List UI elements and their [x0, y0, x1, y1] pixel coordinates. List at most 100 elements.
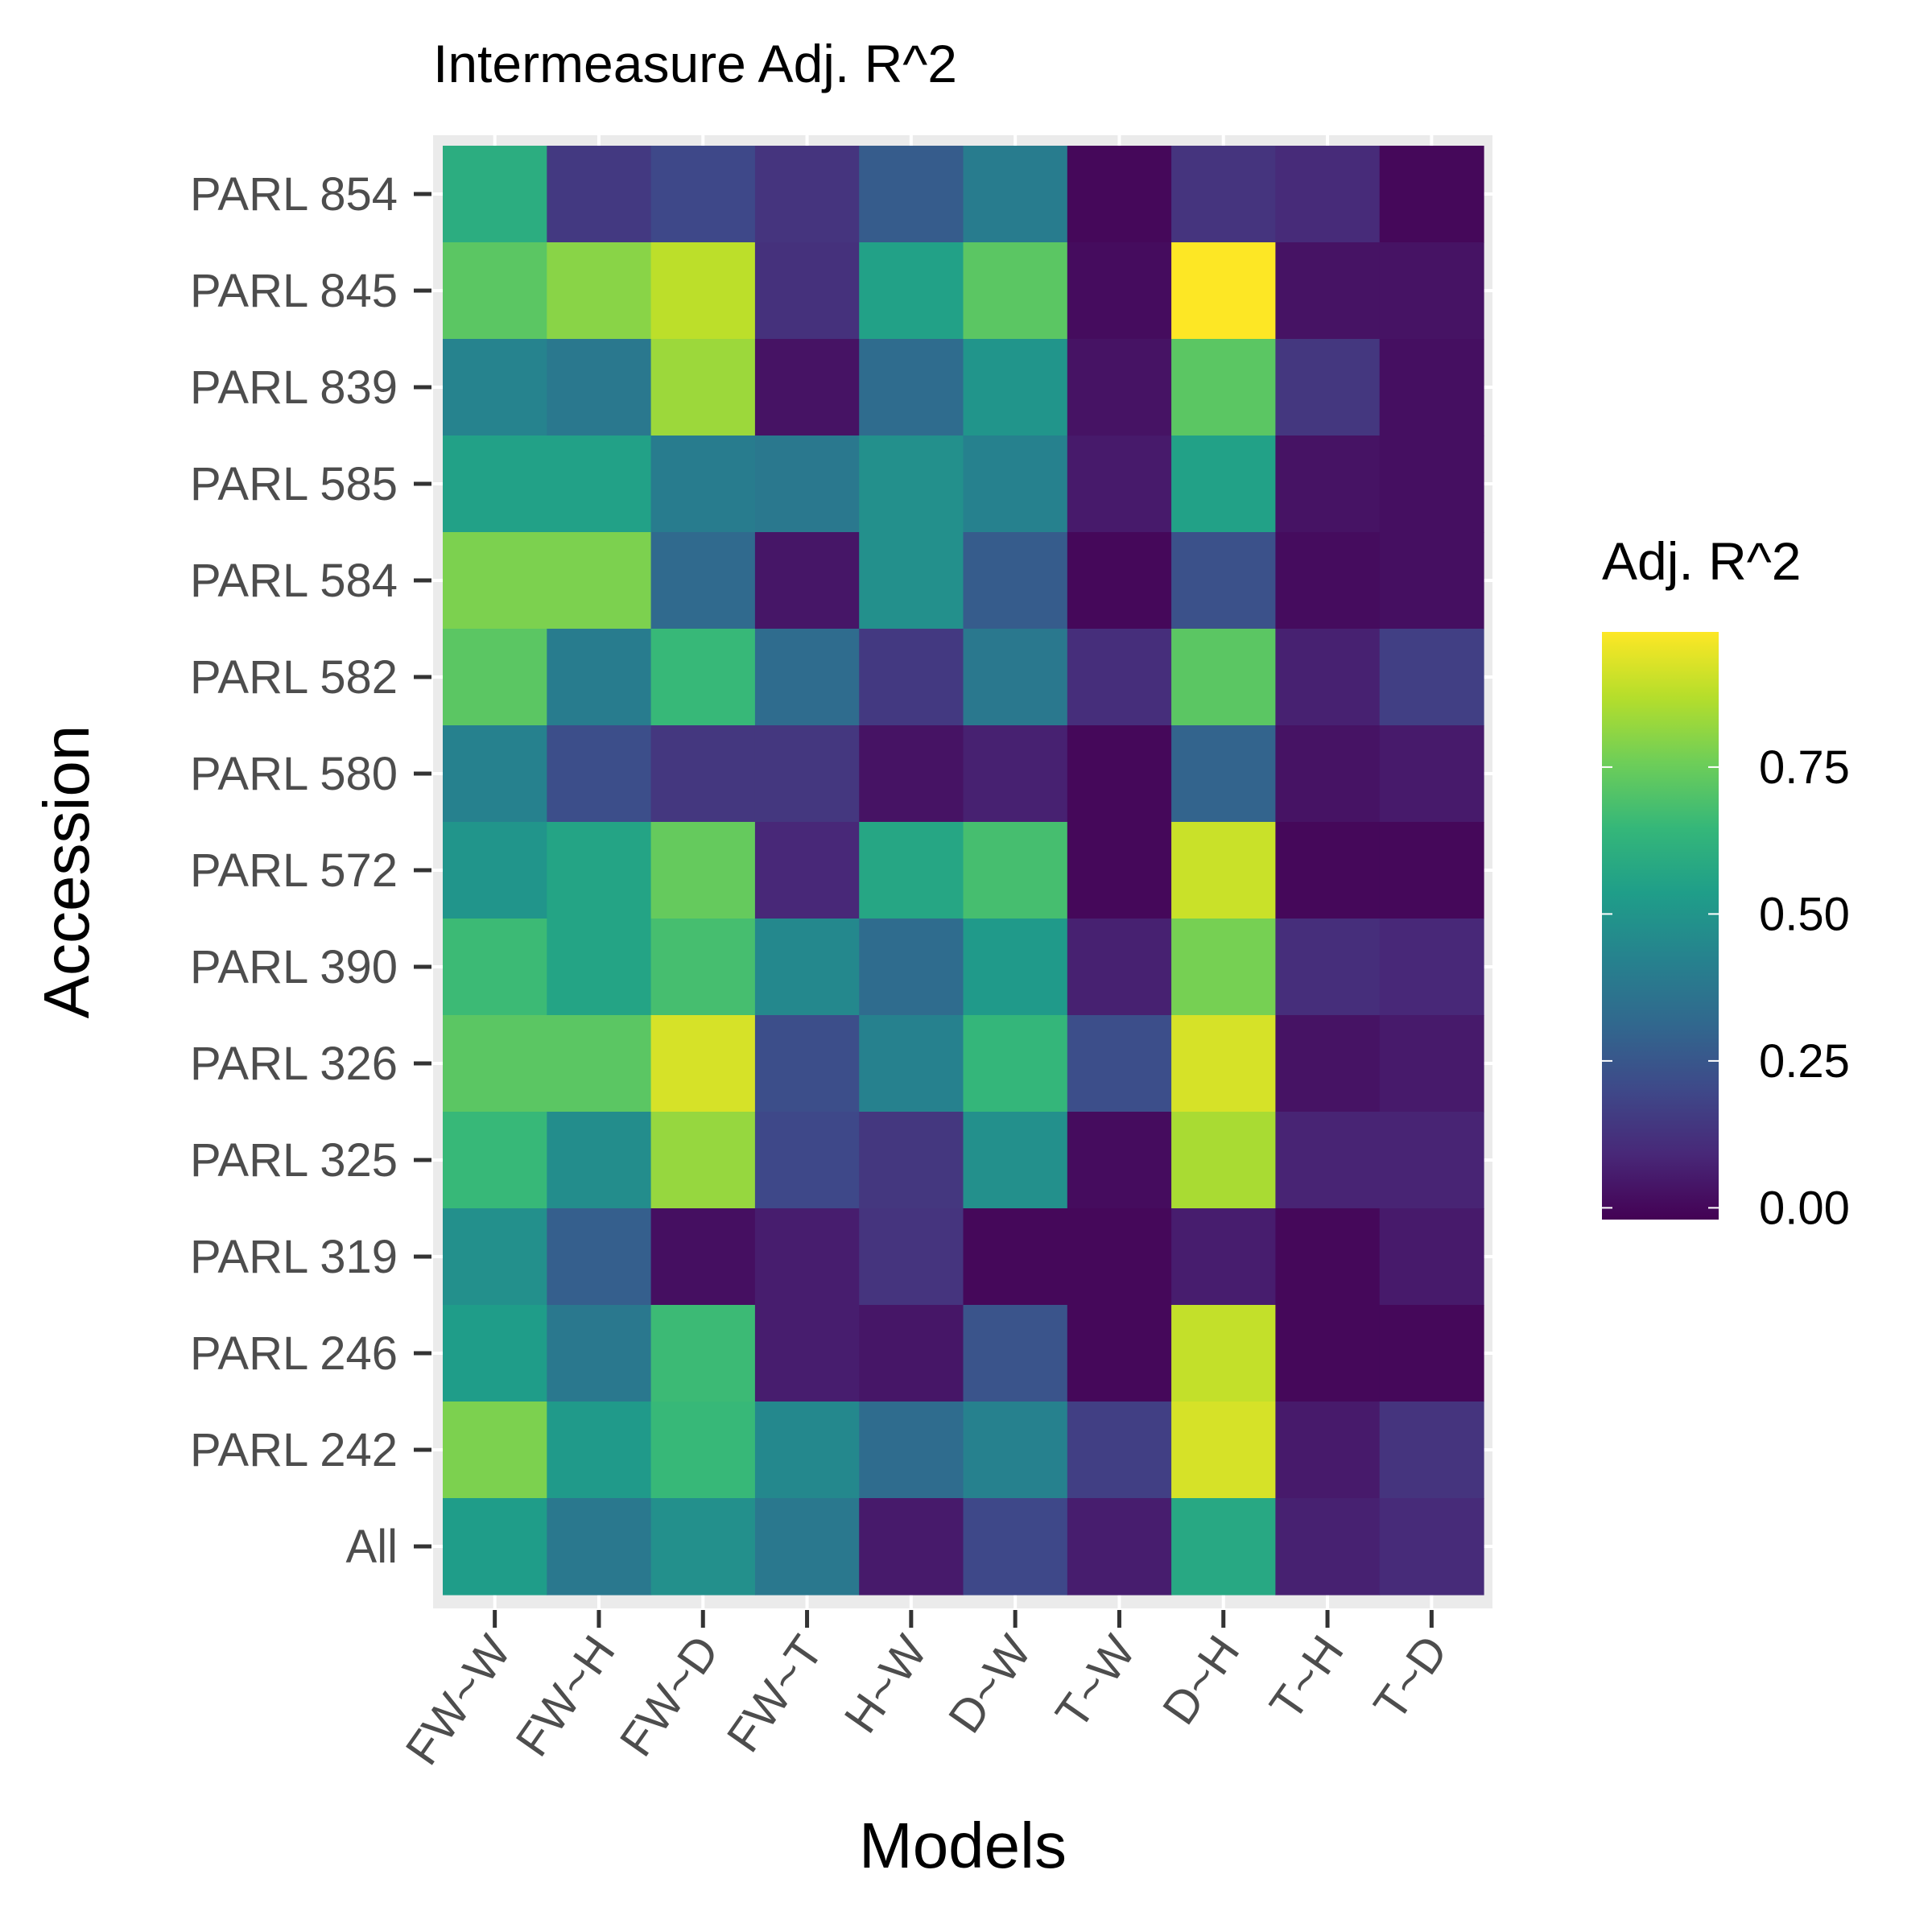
heatmap-cell	[547, 919, 652, 1016]
heatmap-cell	[1067, 919, 1172, 1016]
heatmap-cell	[1379, 532, 1484, 630]
heatmap-cell	[754, 822, 860, 919]
x-tick-label: FW~T	[717, 1626, 834, 1761]
heatmap-cell	[1171, 822, 1276, 919]
heatmap-cell	[443, 1112, 547, 1209]
heatmap-cell	[754, 146, 860, 243]
y-tick-label: All	[346, 1521, 398, 1573]
heatmap-cell	[650, 1112, 756, 1209]
heatmap-cell	[754, 1305, 860, 1402]
y-tick-label: PARL 585	[190, 458, 398, 510]
legend-tick-label: 0.75	[1759, 741, 1850, 794]
heatmap-cell	[1275, 146, 1381, 243]
heatmap-cell	[1379, 919, 1484, 1016]
heatmap-cell	[650, 1402, 756, 1499]
heatmap-cell	[1379, 822, 1484, 919]
heatmap-cell	[547, 1112, 652, 1209]
legend-tick-label: 0.25	[1759, 1035, 1850, 1088]
heatmap-cell	[859, 1498, 964, 1596]
heatmap-cell	[1171, 242, 1276, 340]
heatmap-cell	[1067, 532, 1172, 630]
heatmap-cell	[1275, 1015, 1381, 1113]
heatmap-cell	[1275, 822, 1381, 919]
heatmap-cell	[547, 1015, 652, 1113]
heatmap-cell	[1379, 1112, 1484, 1209]
heatmap-cell	[1067, 1305, 1172, 1402]
x-tick-label: T~D	[1364, 1626, 1458, 1729]
heatmap-cell	[1275, 1112, 1381, 1209]
heatmap-cell	[547, 1305, 652, 1402]
heatmap-cell	[859, 629, 964, 726]
heatmap-cell	[443, 919, 547, 1016]
heatmap-cell	[1379, 1015, 1484, 1113]
heatmap-cell	[650, 629, 756, 726]
heatmap-cell	[443, 242, 547, 340]
heatmap-cell	[547, 242, 652, 340]
heatmap-cell	[547, 339, 652, 436]
y-tick-label: PARL 845	[190, 265, 398, 317]
heatmap-cell	[1067, 436, 1172, 533]
heatmap-cell	[650, 822, 756, 919]
heatmap-cell	[754, 1498, 860, 1596]
heatmap-cell	[963, 1402, 1068, 1499]
heatmap-cell	[1067, 339, 1172, 436]
heatmap-cell	[963, 629, 1068, 726]
heatmap-cell	[547, 1402, 652, 1499]
heatmap-cell	[1067, 1208, 1172, 1306]
heatmap-cell	[547, 822, 652, 919]
heatmap-cell	[1275, 919, 1381, 1016]
heatmap-cell	[1067, 1402, 1172, 1499]
x-tick-label: FW~W	[395, 1626, 521, 1774]
heatmap-cell	[650, 1498, 756, 1596]
heatmap-cell	[1275, 725, 1381, 823]
heatmap-cell	[859, 1208, 964, 1306]
heatmap-cell	[1379, 629, 1484, 726]
heatmap-cell	[1171, 532, 1276, 630]
heatmap-cell	[1379, 242, 1484, 340]
heatmap-cell	[1275, 629, 1381, 726]
y-tick-label: PARL 582	[190, 651, 398, 704]
heatmap-cell	[443, 725, 547, 823]
heatmap-cell	[1379, 1305, 1484, 1402]
heatmap-cell	[963, 1208, 1068, 1306]
heatmap-cell	[963, 532, 1068, 630]
heatmap-cell	[1275, 1208, 1381, 1306]
x-axis: FW~WFW~HFW~DFW~T H~W D~W T~W D~H T~H T~D	[395, 1610, 1458, 1774]
legend-tick-label: 0.50	[1759, 888, 1850, 940]
heatmap-cell	[963, 339, 1068, 436]
heatmap-cell	[859, 1402, 964, 1499]
heatmap-cell	[963, 436, 1068, 533]
heatmap-cell	[963, 1498, 1068, 1596]
heatmap-cell	[443, 1015, 547, 1113]
heatmap-cell	[650, 242, 756, 340]
heatmap-cell	[650, 1015, 756, 1113]
legend-colorbar	[1602, 632, 1719, 1220]
heatmap-cell	[754, 242, 860, 340]
heatmap-cell	[443, 146, 547, 243]
heatmap-cell	[1067, 1498, 1172, 1596]
y-tick-label: PARL 319	[190, 1231, 398, 1283]
heatmap-cell	[1067, 1015, 1172, 1113]
heatmap-cell	[1275, 242, 1381, 340]
heatmap-cell	[1067, 629, 1172, 726]
x-tick-label: FW~D	[610, 1626, 729, 1765]
heatmap-cell	[963, 1015, 1068, 1113]
heatmap-cell	[547, 436, 652, 533]
heatmap-cell	[754, 532, 860, 630]
heatmap-cell	[1067, 822, 1172, 919]
y-tick-label: PARL 854	[190, 168, 398, 221]
heatmap-cell	[1067, 1112, 1172, 1209]
heatmap-cell	[963, 725, 1068, 823]
x-tick-label: H~W	[834, 1626, 937, 1742]
heatmap-cell	[1275, 339, 1381, 436]
heatmap-cell	[859, 1112, 964, 1209]
heatmap-cell	[1171, 1402, 1276, 1499]
heatmap-cell	[1171, 1015, 1276, 1113]
y-tick-label: PARL 246	[190, 1327, 398, 1380]
heatmap-cell	[859, 725, 964, 823]
heatmap-cell	[859, 532, 964, 630]
chart-title: Intermeasure Adj. R^2	[433, 34, 957, 93]
heatmap-cell	[859, 146, 964, 243]
heatmap-cell	[1171, 339, 1276, 436]
heatmap-cell	[754, 629, 860, 726]
